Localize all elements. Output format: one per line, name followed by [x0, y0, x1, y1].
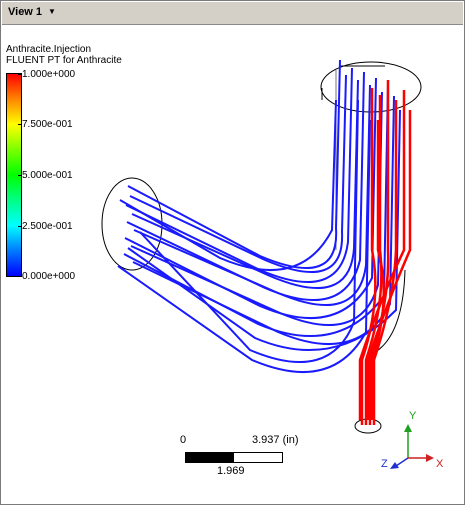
streamline-blue [129, 74, 347, 273]
streamline-red [366, 110, 412, 420]
streamlines-blue [117, 59, 401, 373]
streamline-blue [124, 77, 377, 319]
streamline-blue [117, 119, 371, 373]
streamline-blue [139, 99, 359, 363]
axis-z-label: Z [381, 458, 388, 470]
legend-tick: 1.000e+000 [17, 69, 76, 80]
view-tab[interactable]: View 1 ▼ [8, 6, 56, 18]
viewer-titlebar: View 1 ▼ [2, 2, 463, 25]
axis-x-label: X [436, 458, 444, 470]
streamline-blue [119, 99, 337, 271]
legend-tick: 5.000e-001 [18, 170, 73, 181]
streamlines-red [358, 80, 412, 425]
streamline-blue [131, 79, 359, 289]
streamline-red [370, 120, 385, 420]
legend-color-bar [6, 73, 22, 277]
legend-title-line2: FLUENT PT for Anthracite [6, 55, 122, 66]
scale-end-label: 3.937 (in) [252, 434, 299, 446]
streamline-blue [125, 67, 353, 283]
caret-down-icon[interactable]: ▼ [48, 7, 56, 16]
legend-tick: 0.000e+000 [17, 271, 76, 282]
streamline-red [358, 90, 406, 420]
legend-title-line1: Anthracite.Injection [6, 44, 92, 55]
scale-start-label: 0 [180, 434, 187, 446]
legend-title: Anthracite.Injection FLUENT PT for Anthr… [6, 44, 122, 66]
streamline-blue [133, 84, 371, 306]
pipe-bottom-ellipse [354, 418, 382, 434]
legend-tick: 7.500e-001 [18, 119, 73, 130]
streamline-blue [127, 59, 341, 269]
axis-triad [390, 424, 434, 469]
view-tab-label: View 1 [8, 6, 43, 18]
scale-bar [185, 452, 283, 463]
axis-y-label: Y [409, 410, 417, 422]
scale-mid-label: 1.969 [217, 465, 245, 477]
streamline-red [360, 88, 377, 425]
3d-viewport[interactable] [2, 25, 463, 504]
legend-tick: 2.500e-001 [18, 221, 73, 232]
streamline-blue [127, 109, 401, 351]
